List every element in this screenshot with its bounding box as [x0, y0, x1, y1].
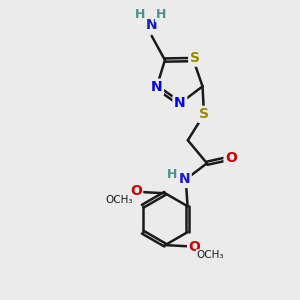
Text: S: S — [199, 107, 209, 122]
Text: H: H — [156, 8, 166, 21]
Text: O: O — [189, 240, 200, 254]
Text: S: S — [190, 51, 200, 65]
Text: N: N — [174, 97, 186, 110]
Text: N: N — [178, 172, 190, 186]
Text: OCH₃: OCH₃ — [105, 195, 133, 205]
Text: H: H — [167, 168, 177, 181]
Text: OCH₃: OCH₃ — [196, 250, 224, 260]
Text: O: O — [225, 151, 237, 165]
Text: N: N — [146, 18, 158, 32]
Text: H: H — [135, 8, 146, 21]
Text: O: O — [130, 184, 142, 198]
Text: N: N — [151, 80, 162, 94]
